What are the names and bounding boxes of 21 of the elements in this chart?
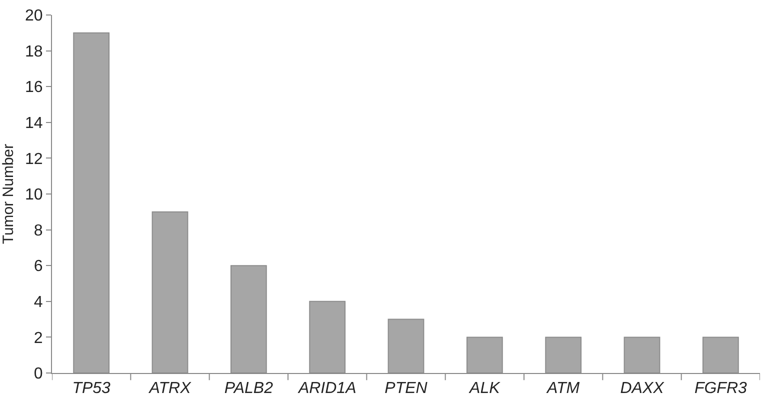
y-tick-label: 16 xyxy=(25,79,43,96)
y-tick-label: 14 xyxy=(25,115,43,132)
x-tick-label: TP53 xyxy=(72,380,111,398)
y-tick-label: 18 xyxy=(25,43,43,60)
y-tick-label: 2 xyxy=(34,330,43,347)
x-tick-label: ATRX xyxy=(148,380,192,398)
y-tick-label: 10 xyxy=(25,186,43,204)
y-tick-label: 20 xyxy=(25,8,43,25)
y-axis-title: Tumor Number xyxy=(0,144,17,244)
y-tick-label: 8 xyxy=(34,222,43,240)
x-tick-label: FGFR3 xyxy=(694,380,747,398)
x-tick-label: ARID1A xyxy=(297,380,356,398)
x-tick-label: PTEN xyxy=(384,380,428,398)
x-tick-label: ATM xyxy=(546,380,580,398)
y-tick-label: 4 xyxy=(34,294,43,311)
x-tick-label: ALK xyxy=(468,380,502,398)
y-tick-label: 0 xyxy=(34,366,43,383)
y-tick-label: 12 xyxy=(25,150,43,168)
x-tick-label: PALB2 xyxy=(224,380,274,398)
x-tick-label: DAXX xyxy=(620,380,666,398)
y-tick-label: 6 xyxy=(34,258,43,276)
